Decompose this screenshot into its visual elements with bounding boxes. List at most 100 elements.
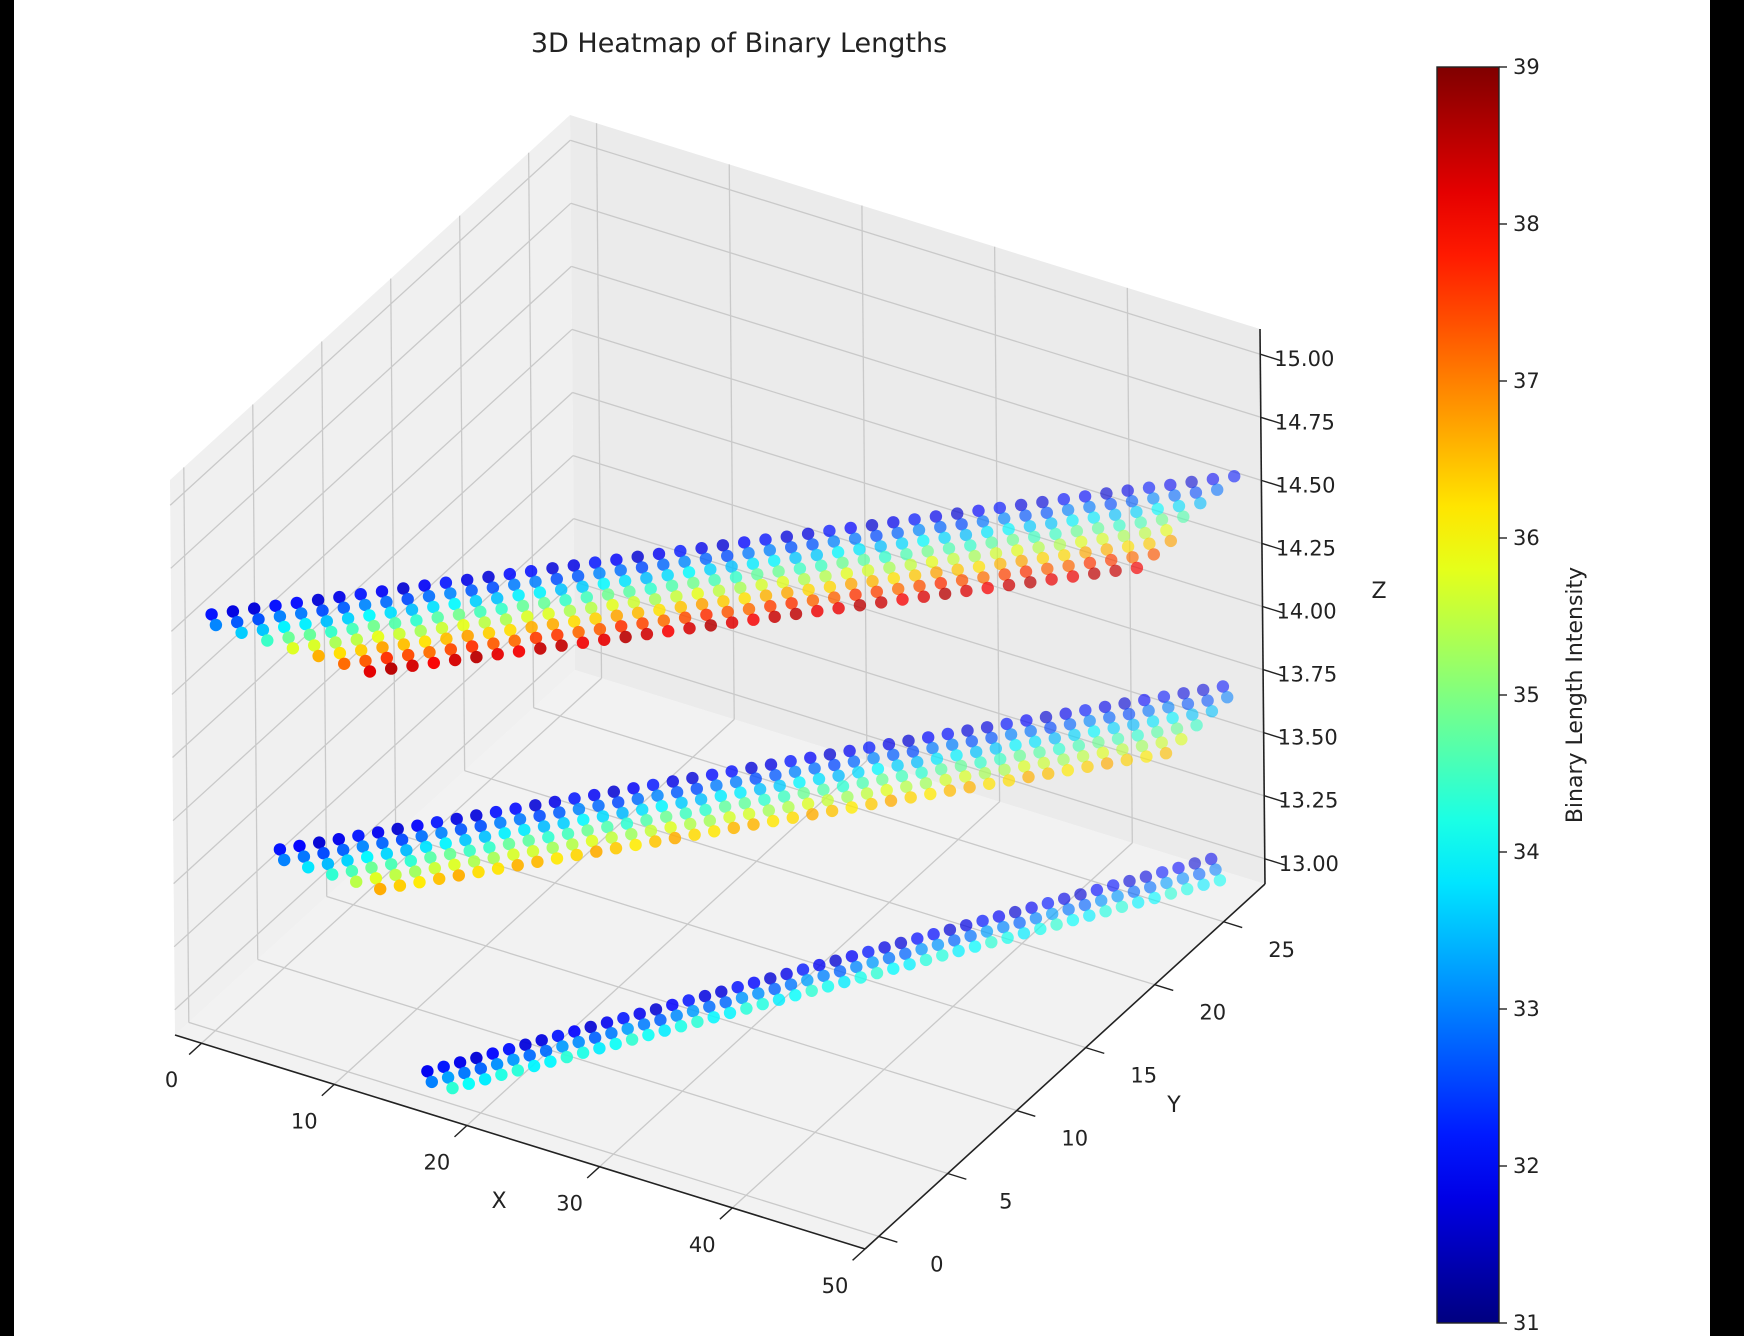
data-point xyxy=(1166,711,1179,725)
data-point xyxy=(772,565,785,578)
data-point xyxy=(699,552,713,565)
data-point xyxy=(1142,481,1156,494)
z-grid-back xyxy=(570,202,1261,418)
data-point xyxy=(1111,732,1125,745)
data-point xyxy=(625,828,638,841)
data-point xyxy=(727,821,740,835)
data-point xyxy=(576,636,590,649)
data-point xyxy=(894,936,908,950)
data-point xyxy=(1091,522,1105,535)
data-point xyxy=(917,590,930,603)
data-point xyxy=(333,646,347,660)
x-grid-floor xyxy=(201,677,602,1044)
data-point xyxy=(915,766,928,779)
data-point xyxy=(1160,876,1173,890)
x-grid-floor xyxy=(599,801,1001,1168)
data-point xyxy=(870,529,883,542)
data-point xyxy=(1075,535,1088,548)
z-axis-label: Z xyxy=(1371,579,1386,604)
data-point xyxy=(535,1034,548,1047)
data-point xyxy=(1083,500,1096,514)
colorbar-gradient xyxy=(1436,66,1500,1324)
data-point xyxy=(627,596,640,609)
data-point xyxy=(853,599,867,612)
data-point xyxy=(332,833,345,846)
data-point xyxy=(968,940,982,953)
y-tick-label: 25 xyxy=(1268,938,1295,962)
data-point xyxy=(401,592,414,606)
data-point xyxy=(1057,493,1071,506)
data-point xyxy=(459,833,472,847)
data-point xyxy=(427,656,440,670)
data-point xyxy=(358,598,372,612)
z-tick xyxy=(1262,668,1285,677)
data-point xyxy=(845,577,858,591)
data-point xyxy=(777,790,791,803)
data-point xyxy=(660,810,673,823)
data-point xyxy=(763,544,776,557)
data-point xyxy=(678,611,692,624)
data-point xyxy=(352,829,365,842)
data-point xyxy=(1039,710,1053,724)
data-point xyxy=(1074,888,1087,901)
data-point xyxy=(1009,905,1022,919)
data-point xyxy=(1157,690,1171,703)
data-point xyxy=(355,644,368,657)
data-point xyxy=(768,982,781,996)
data-point xyxy=(1156,866,1169,879)
data-point xyxy=(946,738,959,751)
data-point xyxy=(337,843,350,857)
data-point xyxy=(529,799,542,812)
data-point xyxy=(1160,524,1173,537)
data-point xyxy=(919,777,933,790)
data-point xyxy=(793,562,807,575)
data-point xyxy=(1036,551,1050,565)
y-tick-label: 20 xyxy=(1199,1001,1226,1025)
figure-canvas: 0 10 20 30 40 50 0 5 10 15 20 25 13.00 13.25 13.50 13.7… xyxy=(14,0,1710,1336)
data-point xyxy=(653,603,666,617)
data-point xyxy=(405,603,419,616)
data-point xyxy=(494,816,507,829)
data-point xyxy=(1197,683,1210,697)
data-point xyxy=(926,741,939,755)
data-point xyxy=(231,615,244,629)
data-point xyxy=(533,586,547,599)
y-tick xyxy=(878,1235,898,1243)
floor-pane xyxy=(175,670,1265,1249)
data-point xyxy=(1159,747,1173,760)
data-point xyxy=(1116,743,1129,756)
data-point xyxy=(812,772,826,786)
data-point xyxy=(518,823,531,837)
data-point xyxy=(666,998,679,1012)
z-grid-left xyxy=(173,581,575,948)
data-point xyxy=(841,790,854,804)
data-point xyxy=(619,630,632,644)
data-point xyxy=(977,571,990,584)
data-point xyxy=(976,515,990,528)
data-point xyxy=(625,1033,639,1046)
data-point xyxy=(1201,694,1214,707)
data-point xyxy=(422,590,436,603)
data-point xyxy=(1176,872,1190,885)
data-point xyxy=(1186,708,1199,721)
data-point xyxy=(1078,898,1092,912)
data-point xyxy=(316,604,329,617)
data-point xyxy=(290,596,303,610)
data-point xyxy=(845,950,859,963)
data-point xyxy=(925,555,939,569)
data-point xyxy=(998,512,1011,525)
z-tick-label: 13.00 xyxy=(1279,852,1339,876)
data-point xyxy=(1041,897,1055,910)
data-point xyxy=(333,590,346,604)
data-point xyxy=(572,625,585,639)
data-point xyxy=(1083,556,1097,570)
data-point xyxy=(943,923,957,936)
data-point xyxy=(531,855,544,868)
data-point xyxy=(568,1025,581,1038)
data-point xyxy=(1028,735,1042,748)
data-point xyxy=(293,839,306,853)
data-point xyxy=(801,974,814,987)
data-point xyxy=(1193,867,1206,881)
data-point xyxy=(723,811,736,824)
data-point xyxy=(1206,472,1220,486)
